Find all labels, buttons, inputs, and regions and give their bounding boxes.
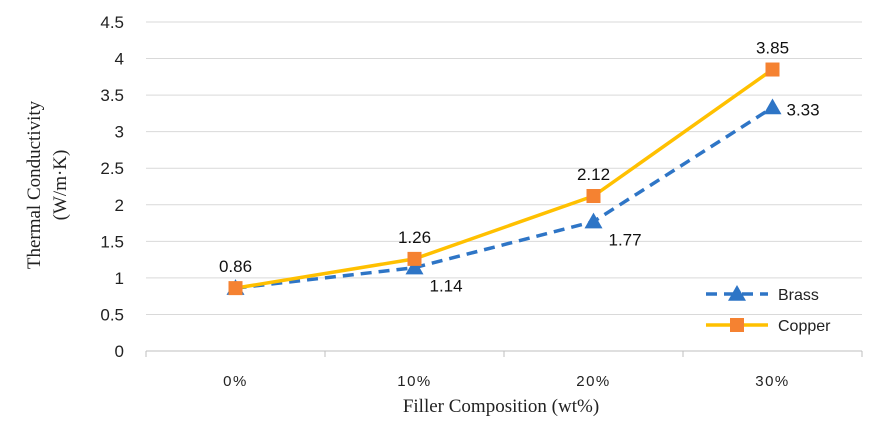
y-tick-label: 3.5 <box>100 86 124 105</box>
series-line-brass <box>235 106 774 290</box>
grid <box>146 21 862 315</box>
x-tick-label: 20% <box>576 373 611 390</box>
x-tick-label: 30% <box>755 373 790 390</box>
y-tick-label: 4.5 <box>100 13 124 32</box>
x-axis-title: Filler Composition (wt%) <box>403 396 599 417</box>
y-tick-label: 3 <box>115 123 124 142</box>
y-tick-label: 0 <box>115 342 124 361</box>
marker-brass <box>763 98 782 115</box>
legend-marker-brass <box>728 285 746 301</box>
data-label-copper: 0.86 <box>219 257 252 276</box>
data-label-brass: 1.77 <box>609 231 642 250</box>
data-label-brass: 1.14 <box>430 277 463 296</box>
y-tick-label: 0.5 <box>100 305 124 324</box>
series-group <box>226 62 782 296</box>
marker-copper <box>407 251 422 266</box>
series-line-copper <box>235 68 774 290</box>
legend-marker-copper <box>730 318 744 332</box>
data-label-copper: 3.85 <box>756 39 789 58</box>
legend: Brass Copper <box>706 285 831 335</box>
y-tick-label: 1.5 <box>100 232 124 251</box>
marker-copper <box>765 62 780 77</box>
y-axis-title-line1: Thermal Conductivity <box>24 100 45 269</box>
y-axis-title-line2: (W/m·K) <box>50 150 71 221</box>
marker-copper <box>228 281 243 296</box>
data-label-copper: 1.26 <box>398 228 431 247</box>
legend-label-copper: Copper <box>778 318 831 335</box>
y-axis: 0 0.5 1 1.5 2 2.5 3 3.5 4 4.5 <box>100 13 124 361</box>
y-tick-label: 1 <box>115 269 124 288</box>
marker-brass <box>405 258 424 275</box>
marker-brass <box>584 212 603 229</box>
y-tick-label: 4 <box>115 50 124 69</box>
data-label-copper: 2.12 <box>577 165 610 184</box>
legend-label-brass: Brass <box>778 287 819 304</box>
y-tick-label: 2.5 <box>100 159 124 178</box>
x-tick-label: 0% <box>223 373 248 390</box>
data-labels: 1.14 1.77 3.33 0.86 1.26 2.12 3.85 <box>219 39 820 296</box>
x-tick-label: 10% <box>397 373 432 390</box>
marker-copper <box>586 189 601 204</box>
y-tick-label: 2 <box>115 196 124 215</box>
data-label-brass: 3.33 <box>787 101 820 120</box>
x-axis: 0% 10% 20% 30% <box>145 350 863 390</box>
